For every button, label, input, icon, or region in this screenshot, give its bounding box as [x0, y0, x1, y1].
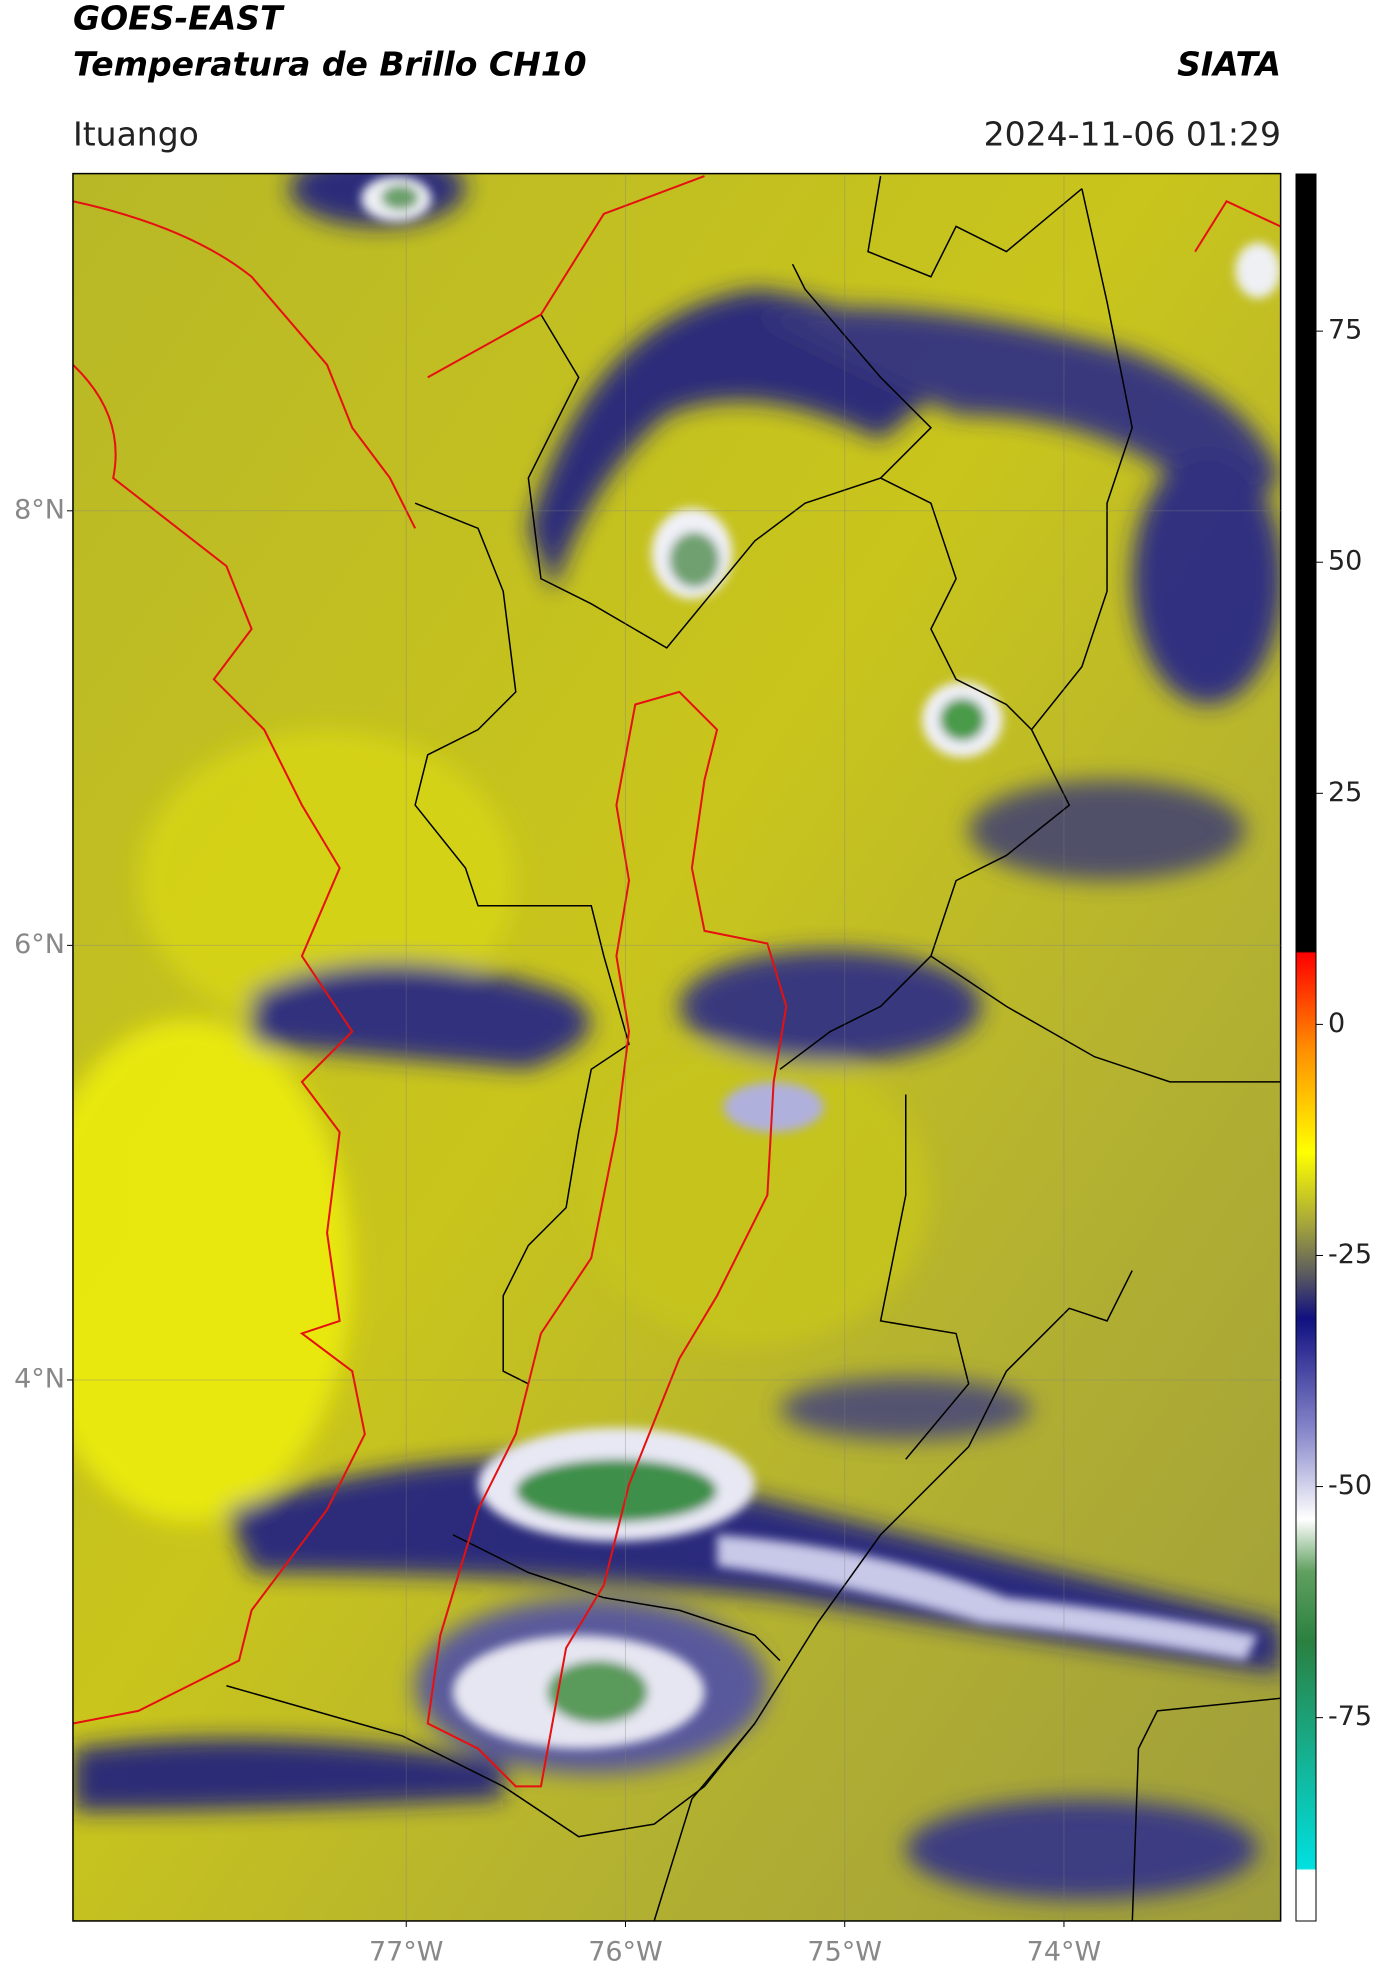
- map-border: [72, 172, 1282, 1922]
- coastline: [72, 175, 1281, 1788]
- colorbar-tick-label: 75: [1328, 315, 1362, 346]
- lon-tick-label: 77°W: [369, 1937, 444, 1968]
- lat-tick-label: 8°N: [14, 494, 65, 525]
- colorbar-tick-label: 0: [1328, 1008, 1345, 1039]
- colorbar-tick-label: -50: [1328, 1470, 1372, 1501]
- satellite-image: [72, 173, 1281, 1921]
- title: GOES-EAST: [73, 0, 285, 38]
- colorbar-tick-label: -75: [1328, 1701, 1372, 1732]
- lon-tick-label: 75°W: [807, 1937, 882, 1968]
- map-frame: [72, 172, 1282, 1922]
- admin-borders: [226, 175, 1281, 1921]
- colorbar-tick-label: -25: [1328, 1239, 1372, 1270]
- lat-tick-label: 4°N: [14, 1363, 65, 1394]
- lon-tick-label: 76°W: [588, 1937, 663, 1968]
- timestamp: 2024-11-06 01:29: [984, 115, 1281, 154]
- source: SIATA: [1177, 45, 1281, 84]
- subtitle: Temperatura de Brillo CH10: [73, 45, 587, 84]
- colorbar-tick-label: 50: [1328, 546, 1362, 577]
- lat-tick-label: 6°N: [14, 929, 65, 960]
- lon-tick-label: 74°W: [1027, 1937, 1102, 1968]
- location: Ituango: [73, 115, 199, 154]
- colorbar: [1295, 173, 1317, 1922]
- colorbar-tick-label: 25: [1328, 777, 1362, 808]
